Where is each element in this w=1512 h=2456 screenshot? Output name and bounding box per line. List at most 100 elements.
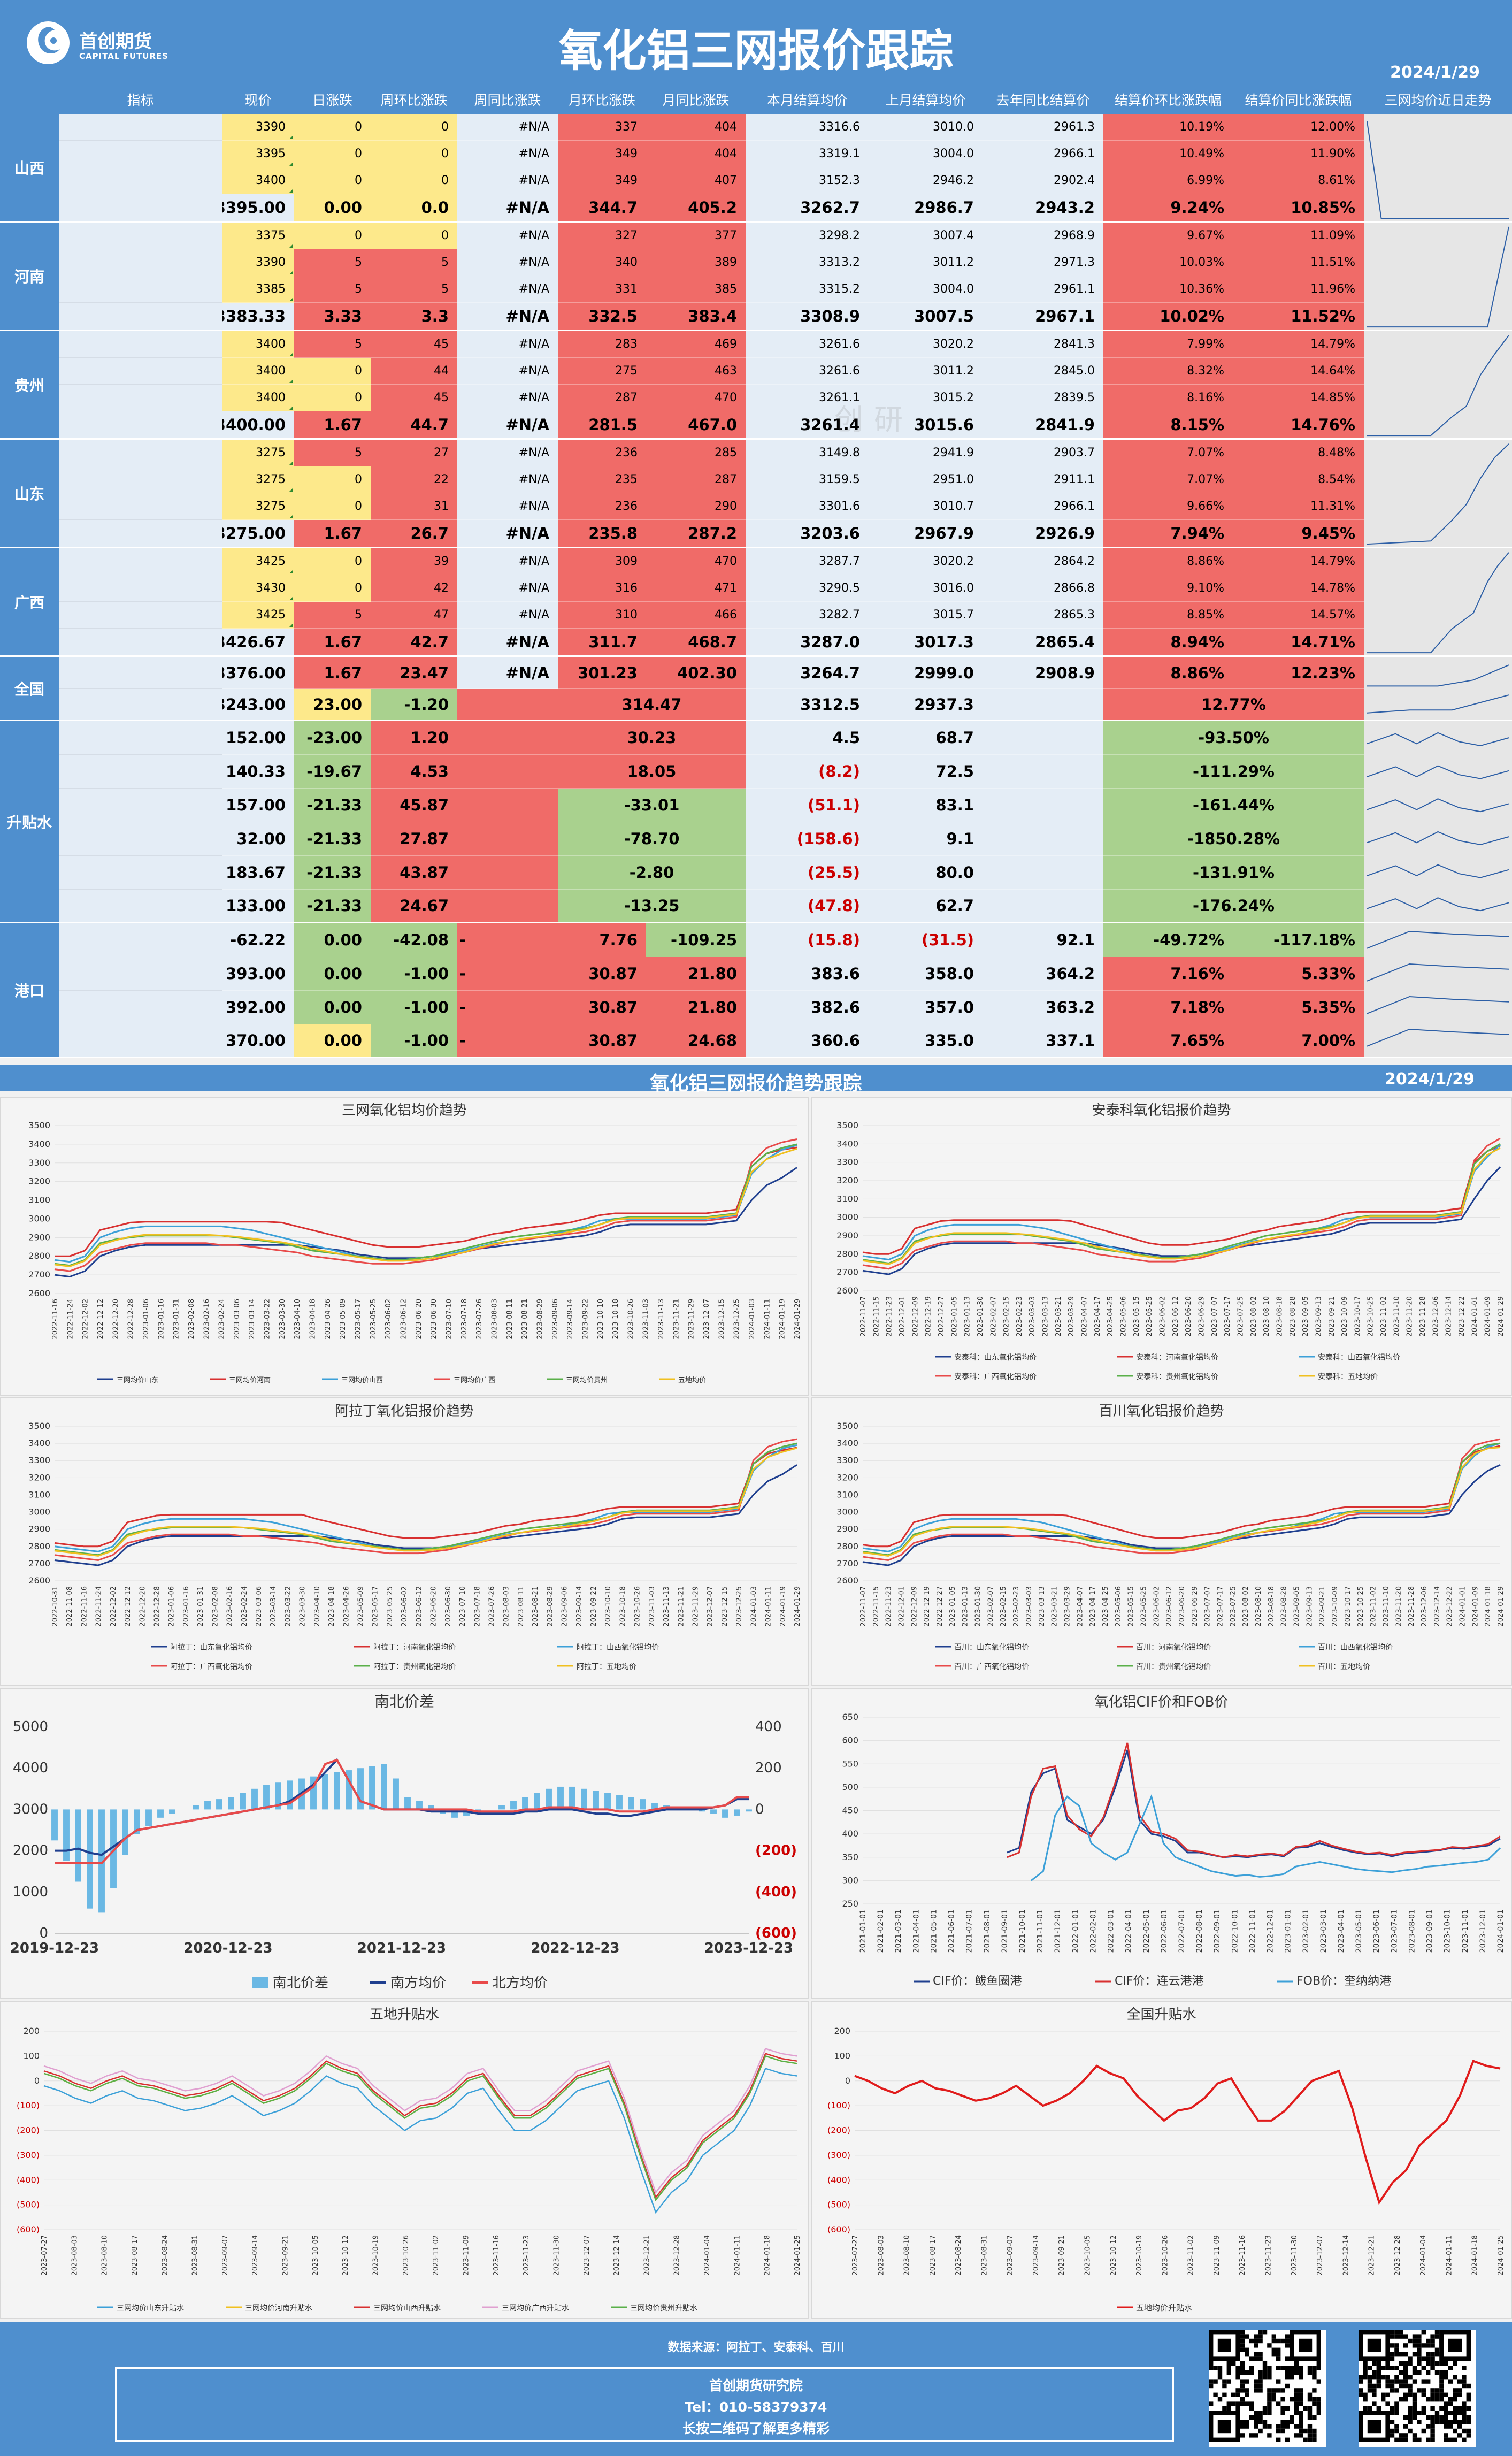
qr-module [1412,2366,1417,2370]
legend-label: FOB价：奎纳纳港 [1296,1975,1391,1988]
series-line-4 [862,1143,1501,1265]
x-tick-label: 2023-02-16 [203,1299,211,1340]
myoy-change-cell: 383.4 [646,303,746,331]
qr-module [1408,2375,1413,2380]
chart-panel-6: 氧化铝CIF价和FOB价 250 300 350 400 450 500 550 600 650 2… [811,1688,1512,1999]
qr-module [1254,2420,1258,2424]
qr-module [1258,2379,1263,2384]
chart-north-south-spread: 南北价差010002000300040005000(600)(400)(200)… [10,1693,797,1991]
group-label: 河南 [0,223,59,331]
qr-module [1426,2379,1431,2384]
qr-module [1285,2420,1290,2424]
qr-code-icon[interactable] [1359,2330,1476,2447]
qr-module [1367,2379,1372,2384]
x-tick-label: 2023-06-12 [415,1586,423,1627]
y-tick-label: (300) [827,2150,850,2160]
row-label [59,440,222,466]
qr-module [1307,2366,1313,2370]
yoy-change-cell: - [457,957,558,991]
qr-module [1249,2406,1254,2411]
x-tick-label: 2023-03-06 [233,1299,241,1340]
spread-bar [710,1809,717,1814]
day-change-cell: 0 [294,493,371,520]
col-sm-header: 结算价环比涨跌幅 [1114,93,1222,108]
qr-module [1299,2375,1303,2380]
contact-box [115,2367,1174,2442]
spread-bar [169,1809,175,1814]
x-tick-label: 2022-12-09 [910,1586,918,1627]
price-cell: 3400 [222,358,294,385]
prev-settle-cell: 2986.7 [869,194,983,223]
price-cell: 3400 [222,385,294,411]
x-tick-label: 2023-12-07 [707,1586,715,1627]
qr-module [1367,2406,1372,2411]
qr-module [1245,2392,1249,2397]
qr-module [1307,2397,1313,2402]
qr-module [1209,2361,1214,2366]
qr-module [1394,2388,1399,2393]
mom-change-cell: 344.7 [558,194,646,223]
qr-module [1457,2411,1462,2415]
day-change-cell: 5 [294,602,371,629]
qr-module [1280,2388,1285,2393]
qr-module [1430,2343,1435,2348]
y-tick-label: 2700 [836,1267,858,1277]
wow-change-cell: 0.0 [371,194,457,223]
table-row: 3383.33 3.33 3.3 #N/A 332.5 383.4 3308.9 3007.5… [59,303,1364,331]
spread-bar [157,1809,164,1818]
cur-settle-cell: 3313.2 [746,249,869,276]
col-sy-header: 结算价同比涨跌幅 [1245,93,1352,108]
qr-module [1245,2388,1249,2393]
qr-module [1434,2347,1440,2352]
yoy-change-cell: #N/A [457,303,558,331]
cur-settle-cell: 3319.1 [746,141,869,167]
qr-code-icon[interactable] [1209,2330,1326,2447]
qr-module [1426,2352,1431,2357]
qr-module [1466,2392,1471,2397]
qr-module [1245,2347,1249,2352]
qr-module [1285,2343,1290,2348]
x-tick-label: 2023-11-13 [663,1586,671,1627]
series-line-5 [862,1147,1501,1265]
x-tick-label: 2024-01-04 [703,2235,711,2276]
myoy-change-cell: 290 [646,493,746,520]
ly-settle-cell: 2943.2 [983,194,1103,223]
qr-finder [1217,2338,1231,2352]
qr-module [1412,2338,1417,2344]
qr-module [1462,2420,1467,2424]
qr-module [1394,2428,1399,2434]
price-cell: 3425 [222,548,294,575]
watermark: 创研 [834,403,914,437]
day-change-cell: -21.33 [294,890,371,923]
qr-module [1462,2437,1467,2442]
qr-module [1390,2406,1395,2411]
qr-module [1417,2338,1422,2344]
x-tick-label: 2023-10-01 [1444,1909,1452,1953]
x-tick-label: 2024-01-03 [748,1299,756,1340]
wow-change-cell: -1.00 [371,1024,457,1058]
x-tick-label: 2023-09-06 [561,1586,569,1627]
x-tick-label: 2023-10-05 [1084,2235,1092,2276]
qr-module [1444,2437,1448,2442]
x-tick-label: 2024-01-19 [779,1299,787,1340]
x-tick-label: 2024-01-25 [1497,2235,1505,2276]
logo-subtext: CAPITAL FUTURES [79,51,169,61]
qr-module [1412,2433,1417,2438]
qr-module [1421,2356,1426,2361]
ly-settle-cell: 337.1 [983,1024,1103,1058]
spread-bar [87,1809,93,1909]
qr-hint: 长按二维码了解更多精彩 [682,2421,830,2436]
x-tick-label: 2023-03-03 [1025,1586,1033,1627]
qr-module [1426,2343,1431,2348]
qr-module [1466,2406,1471,2411]
settle-yoy-pct-cell: 11.96% [1233,276,1364,303]
y-tick-label: 250 [842,1899,858,1909]
yoy-change-cell: #N/A [457,114,558,141]
x-tick-label: 2023-11-21 [677,1586,685,1627]
price-cell: 32.00 [222,822,294,856]
y-tick-label: 600 [842,1735,858,1746]
qr-module [1430,2338,1435,2344]
qr-module [1376,2366,1381,2370]
settle-yoy-pct-cell: 5.35% [1233,991,1364,1024]
col-day-header: 日涨跌 [312,93,352,108]
